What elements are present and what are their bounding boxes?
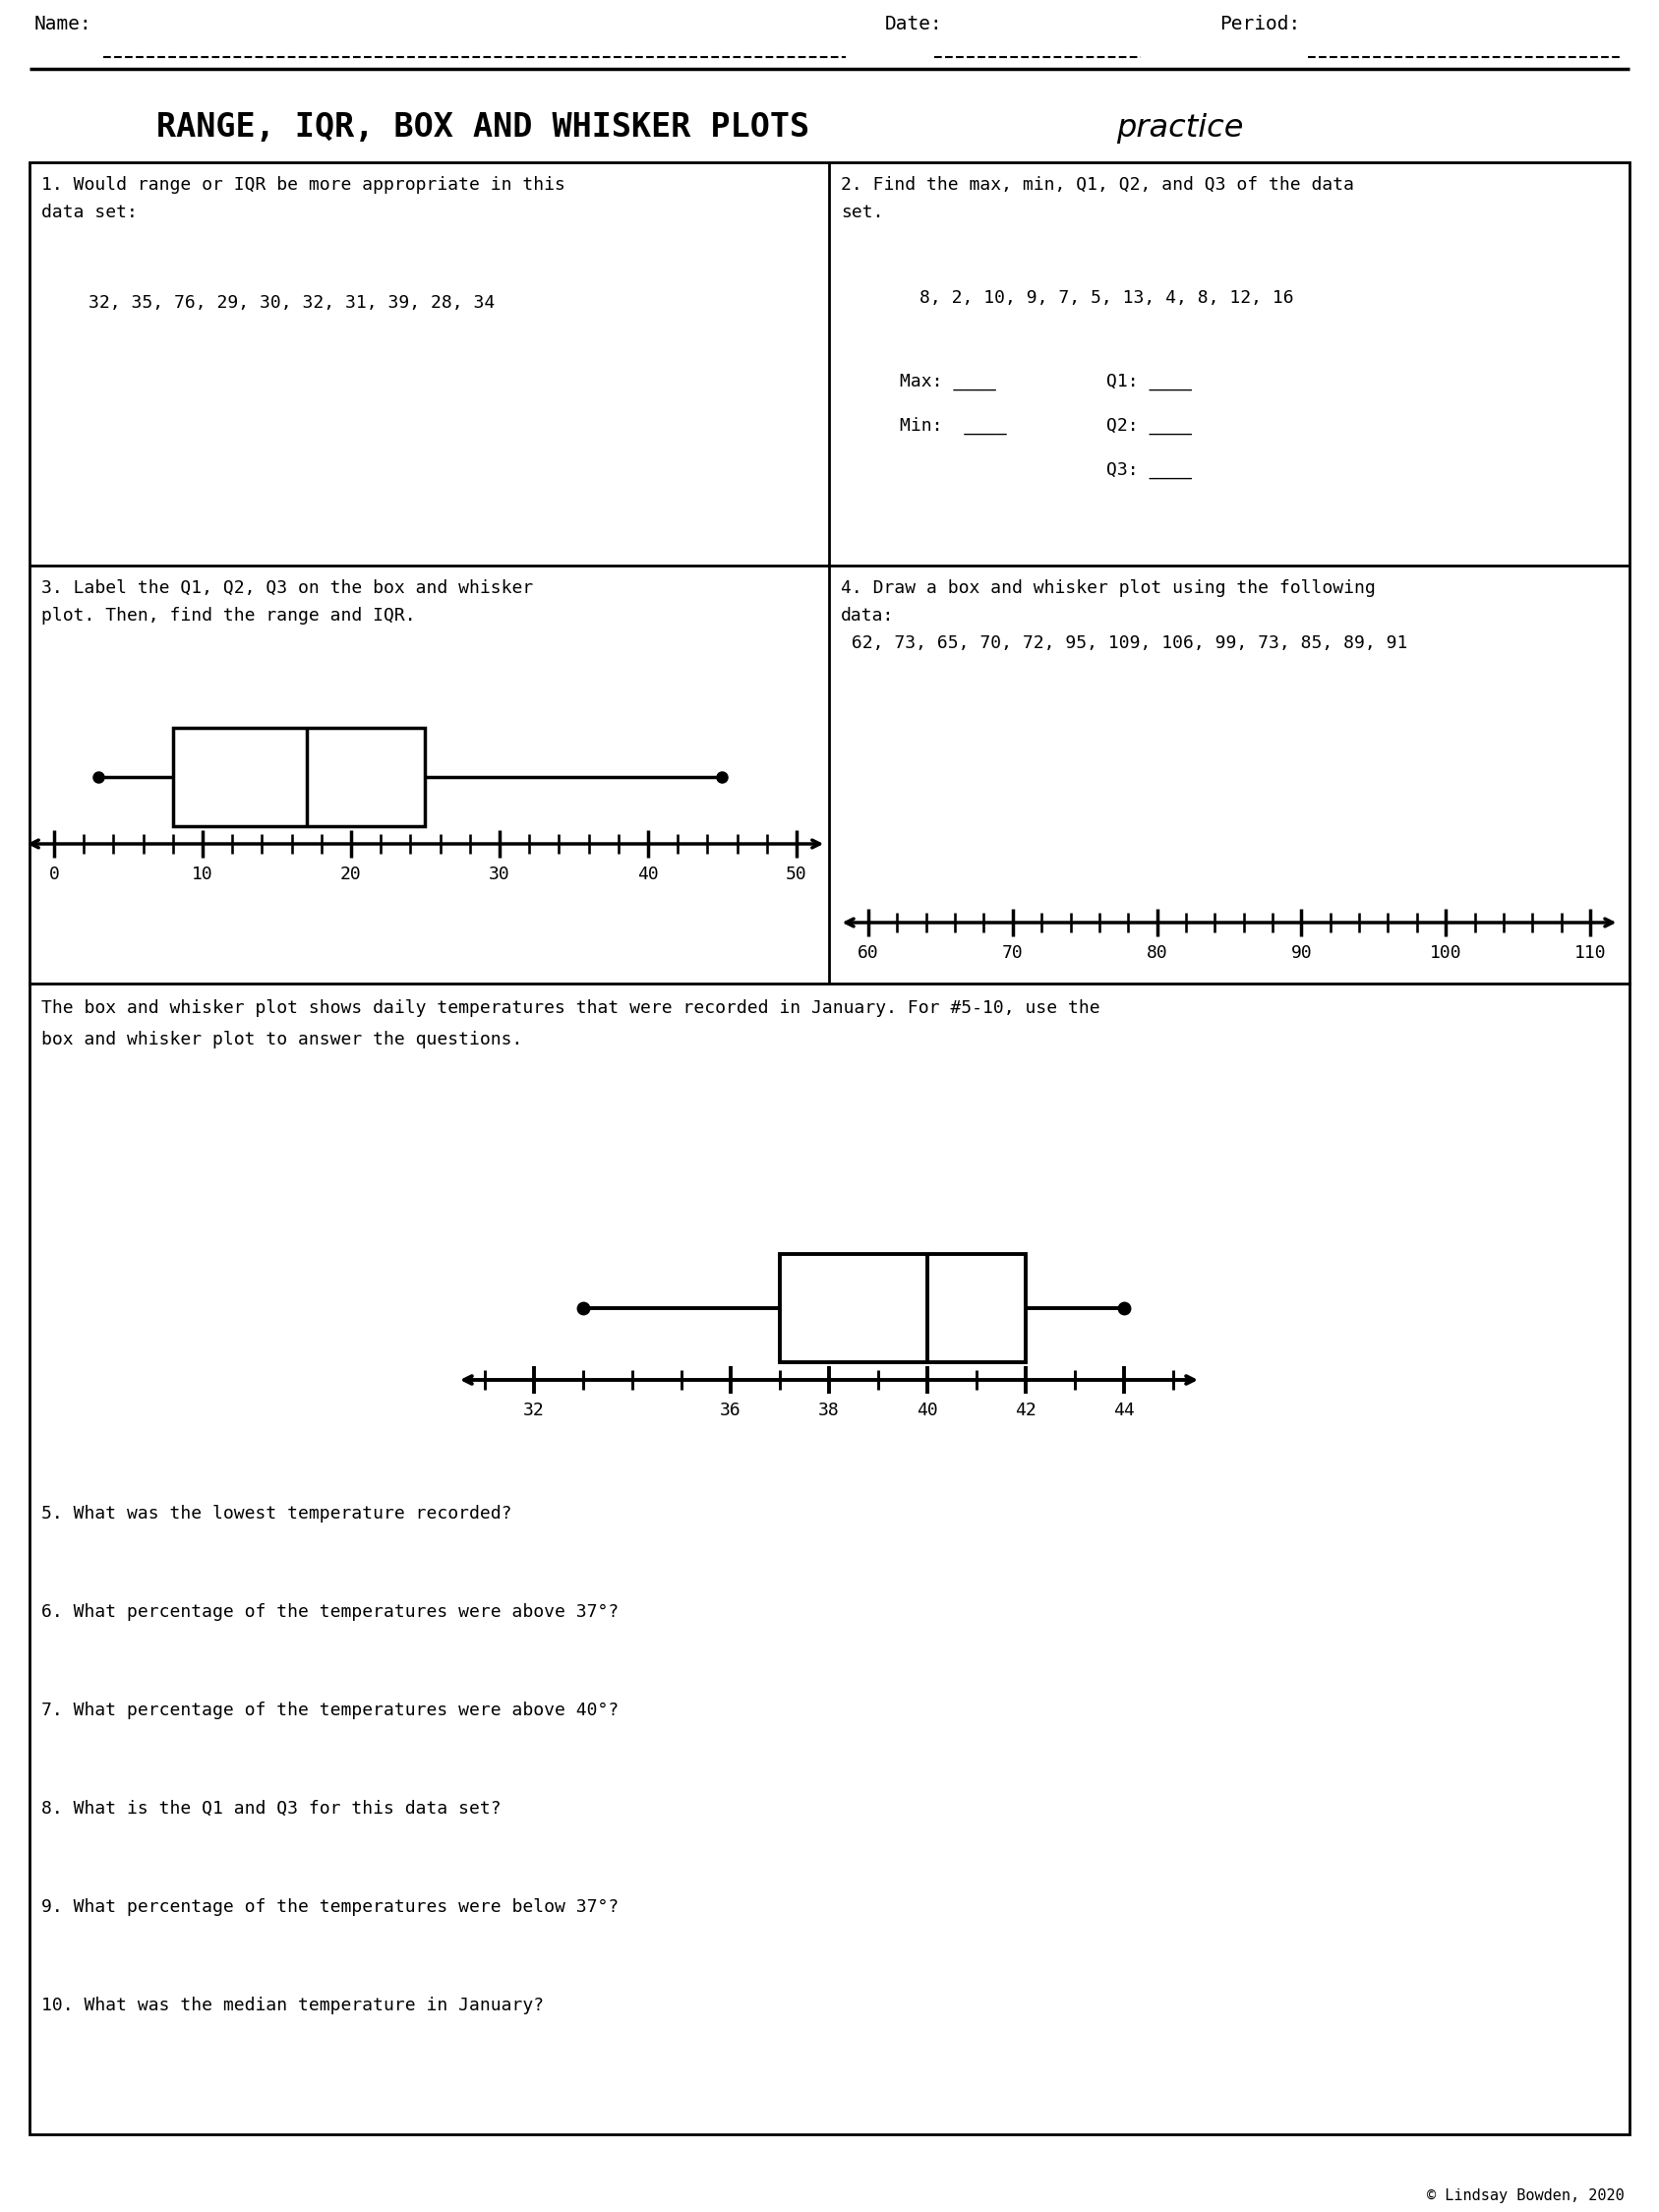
Text: Q2: ____: Q2: ____ — [1107, 418, 1191, 436]
Text: 44: 44 — [1113, 1402, 1135, 1420]
Text: 7. What percentage of the temperatures were above 40°?: 7. What percentage of the temperatures w… — [41, 1701, 619, 1719]
Text: 6. What percentage of the temperatures were above 37°?: 6. What percentage of the temperatures w… — [41, 1604, 619, 1621]
Text: 80: 80 — [1146, 945, 1168, 962]
Text: Q3: ____: Q3: ____ — [1107, 462, 1191, 480]
Bar — [30, 984, 1629, 2135]
Text: 2. Find the max, min, Q1, Q2, and Q3 of the data: 2. Find the max, min, Q1, Q2, and Q3 of … — [841, 177, 1354, 195]
Text: 0: 0 — [48, 865, 60, 883]
Text: Max: ____: Max: ____ — [899, 374, 995, 392]
Text: 4. Draw a box and whisker plot using the following: 4. Draw a box and whisker plot using the… — [841, 580, 1375, 597]
Text: 32: 32 — [523, 1402, 544, 1420]
Bar — [780, 1254, 1025, 1363]
Text: 60: 60 — [858, 945, 879, 962]
Text: plot. Then, find the range and IQR.: plot. Then, find the range and IQR. — [41, 606, 416, 624]
Text: box and whisker plot to answer the questions.: box and whisker plot to answer the quest… — [41, 1031, 523, 1048]
Text: data set:: data set: — [41, 204, 138, 221]
Bar — [30, 161, 1629, 984]
Text: 50: 50 — [786, 865, 808, 883]
Text: The box and whisker plot shows daily temperatures that were recorded in January.: The box and whisker plot shows daily tem… — [41, 1000, 1100, 1018]
Text: 62, 73, 65, 70, 72, 95, 109, 106, 99, 73, 85, 89, 91: 62, 73, 65, 70, 72, 95, 109, 106, 99, 73… — [841, 635, 1407, 653]
Text: Date:: Date: — [884, 15, 942, 33]
Text: practice: practice — [1117, 113, 1244, 144]
Text: 40: 40 — [917, 1402, 937, 1420]
Text: 8. What is the Q1 and Q3 for this data set?: 8. What is the Q1 and Q3 for this data s… — [41, 1801, 501, 1818]
Text: 70: 70 — [1002, 945, 1024, 962]
Text: 5. What was the lowest temperature recorded?: 5. What was the lowest temperature recor… — [41, 1504, 513, 1522]
Text: 9. What percentage of the temperatures were below 37°?: 9. What percentage of the temperatures w… — [41, 1898, 619, 1916]
Text: 10: 10 — [192, 865, 214, 883]
Text: 36: 36 — [720, 1402, 742, 1420]
Text: Name:: Name: — [35, 15, 93, 33]
Text: 8, 2, 10, 9, 7, 5, 13, 4, 8, 12, 16: 8, 2, 10, 9, 7, 5, 13, 4, 8, 12, 16 — [919, 290, 1294, 307]
Text: 90: 90 — [1291, 945, 1312, 962]
Text: 1. Would range or IQR be more appropriate in this: 1. Would range or IQR be more appropriat… — [41, 177, 566, 195]
Text: 110: 110 — [1574, 945, 1606, 962]
Text: 30: 30 — [489, 865, 511, 883]
Text: © Lindsay Bowden, 2020: © Lindsay Bowden, 2020 — [1427, 2188, 1624, 2203]
Text: 42: 42 — [1015, 1402, 1037, 1420]
Text: data:: data: — [841, 606, 894, 624]
Text: 20: 20 — [340, 865, 362, 883]
Text: set.: set. — [841, 204, 884, 221]
Text: 32, 35, 76, 29, 30, 32, 31, 39, 28, 34: 32, 35, 76, 29, 30, 32, 31, 39, 28, 34 — [88, 294, 494, 312]
Text: Q1: ____: Q1: ____ — [1107, 374, 1191, 392]
Bar — [173, 728, 425, 825]
Text: 100: 100 — [1430, 945, 1462, 962]
Text: 40: 40 — [637, 865, 659, 883]
Text: RANGE, IQR, BOX AND WHISKER PLOTS: RANGE, IQR, BOX AND WHISKER PLOTS — [156, 111, 830, 144]
Text: 3. Label the Q1, Q2, Q3 on the box and whisker: 3. Label the Q1, Q2, Q3 on the box and w… — [41, 580, 533, 597]
Text: Period:: Period: — [1219, 15, 1301, 33]
Text: Min:  ____: Min: ____ — [899, 418, 1007, 436]
Text: 38: 38 — [818, 1402, 839, 1420]
Text: 10. What was the median temperature in January?: 10. What was the median temperature in J… — [41, 1997, 544, 2015]
